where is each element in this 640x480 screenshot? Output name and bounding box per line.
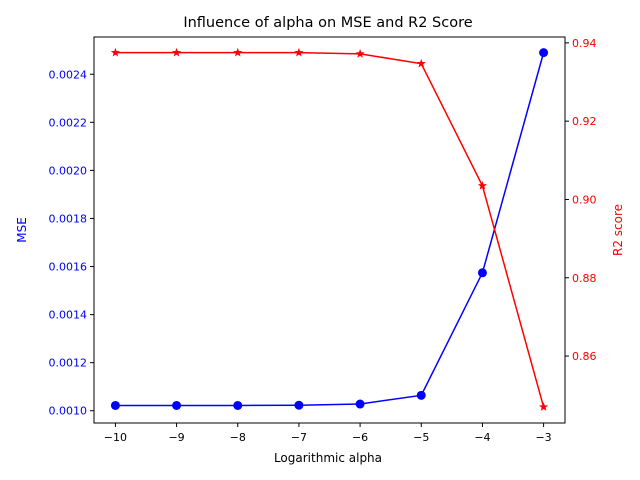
x-tick-label: −9 — [168, 431, 184, 444]
x-tick-label: −6 — [352, 431, 368, 444]
data-point-r2 — [294, 47, 304, 57]
data-point-r2 — [172, 47, 182, 57]
y-left-tick-label: 0.0014 — [49, 309, 88, 322]
y-right-tick-label: 0.90 — [572, 193, 597, 206]
y-left-axis-label: MSE — [15, 217, 29, 243]
x-tick-label: −10 — [104, 431, 127, 444]
x-tick-label: −5 — [413, 431, 429, 444]
data-point-r2 — [416, 58, 426, 68]
data-point-mse — [294, 400, 304, 410]
x-tick-label: −3 — [535, 431, 551, 444]
y-right-tick-label: 0.92 — [572, 115, 597, 128]
series-layer — [110, 47, 549, 411]
ticks-layer: −10 −9 −8 −7 −6 −5 −4 −3 0.0010 0.0012 0.0014 0.001… — [49, 37, 597, 444]
data-point-mse — [110, 400, 120, 410]
data-point-r2 — [110, 47, 120, 57]
y-left-tick-label: 0.0010 — [49, 405, 88, 418]
y-left-tick-label: 0.0020 — [49, 164, 88, 177]
y-right-tick-label: 0.94 — [572, 37, 597, 50]
data-point-mse — [172, 400, 182, 410]
chart-title: Influence of alpha on MSE and R2 Score — [183, 15, 472, 31]
data-point-mse — [539, 48, 549, 58]
y-left-tick-label: 0.0016 — [49, 261, 88, 274]
data-point-mse — [477, 268, 487, 278]
y-left-tick-label: 0.0018 — [49, 212, 88, 225]
plot-frame — [93, 36, 566, 424]
data-point-r2 — [355, 49, 365, 58]
series-line-mse — [115, 52, 545, 407]
data-point-r2 — [233, 47, 243, 57]
y-left-tick-label: 0.0012 — [49, 357, 88, 370]
y-right-axis-label: R2 score — [611, 204, 625, 256]
x-tick-label: −4 — [474, 431, 490, 444]
data-point-mse — [233, 400, 243, 410]
data-point-mse — [355, 399, 365, 409]
x-axis-label: Logarithmic alpha — [274, 451, 382, 465]
data-point-r2 — [477, 180, 487, 190]
series-line-r2 — [115, 51, 545, 408]
y-right-tick-label: 0.88 — [572, 272, 597, 285]
x-tick-label: −7 — [291, 431, 307, 444]
data-point-r2 — [539, 402, 549, 411]
y-left-tick-label: 0.0024 — [49, 68, 88, 81]
y-left-tick-label: 0.0022 — [49, 116, 88, 129]
y-right-tick-label: 0.86 — [572, 350, 597, 363]
x-tick-label: −8 — [230, 431, 246, 444]
data-point-mse — [416, 390, 426, 400]
